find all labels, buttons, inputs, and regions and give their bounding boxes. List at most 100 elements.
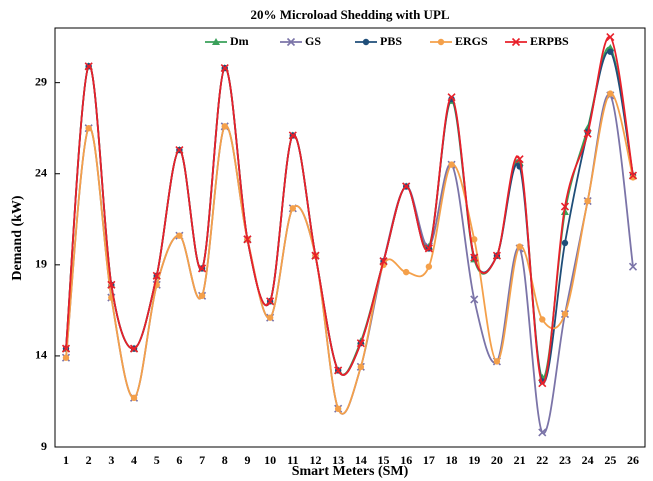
marker	[198, 264, 207, 273]
marker	[402, 182, 411, 191]
marker	[289, 205, 296, 212]
x-tick-label: 7	[199, 453, 205, 467]
marker	[539, 316, 546, 323]
marker	[538, 379, 547, 388]
marker	[584, 197, 591, 205]
marker	[130, 394, 138, 402]
x-tick-label: 20	[491, 453, 503, 467]
x-tick-label: 10	[264, 453, 276, 467]
marker	[437, 38, 445, 46]
marker	[85, 124, 92, 132]
marker	[107, 280, 116, 289]
marker	[493, 358, 501, 365]
x-tick-label: 19	[468, 453, 480, 467]
marker	[334, 405, 342, 412]
x-tick-label: 22	[536, 453, 548, 467]
marker	[629, 174, 637, 181]
series-line	[65, 50, 634, 384]
x-tick-label: 2	[86, 453, 92, 467]
marker	[357, 363, 365, 371]
x-tick-label: 1	[63, 453, 69, 467]
marker	[628, 262, 638, 271]
marker	[628, 171, 638, 180]
x-tick-label: 3	[108, 453, 114, 467]
x-tick-label: 13	[332, 453, 344, 467]
legend-label: PBS	[380, 34, 402, 48]
marker	[561, 239, 569, 247]
marker	[492, 251, 501, 260]
marker	[62, 354, 70, 361]
marker	[470, 253, 479, 262]
x-tick-label: 11	[287, 453, 298, 467]
marker	[606, 33, 615, 42]
series-line	[65, 36, 634, 385]
x-tick-label: 12	[309, 453, 321, 467]
y-tick-label: 19	[35, 257, 47, 271]
marker	[334, 366, 343, 375]
marker	[129, 344, 139, 353]
marker	[362, 38, 370, 46]
marker	[61, 344, 71, 353]
marker	[243, 235, 252, 244]
x-tick-label: 21	[514, 453, 526, 467]
marker	[175, 145, 184, 155]
series-line	[65, 46, 634, 379]
marker	[212, 38, 220, 45]
legend-label: ERPBS	[530, 34, 569, 48]
marker	[515, 155, 524, 164]
marker	[288, 131, 297, 140]
marker	[356, 339, 365, 348]
legend-label: Dm	[230, 34, 249, 48]
x-tick-label: 25	[604, 453, 616, 467]
marker	[607, 90, 614, 97]
x-axis-label: Smart Meters (SM)	[292, 464, 409, 479]
x-tick-label: 14	[355, 453, 367, 467]
legend-label: GS	[305, 34, 321, 48]
marker	[583, 129, 592, 138]
marker	[470, 295, 479, 304]
y-axis-label: Demand (kW)	[10, 195, 25, 281]
marker	[447, 93, 456, 102]
x-tick-label: 15	[378, 453, 390, 467]
x-tick-label: 6	[176, 453, 182, 467]
x-tick-label: 23	[559, 453, 571, 467]
y-tick-label: 29	[35, 74, 47, 88]
series-line	[65, 93, 634, 435]
y-tick-label: 14	[35, 348, 47, 362]
plot-frame	[54, 27, 646, 448]
marker	[607, 48, 614, 55]
marker	[538, 428, 547, 437]
marker	[266, 297, 275, 306]
marker	[286, 37, 296, 47]
legend-label: ERGS	[455, 34, 488, 48]
x-tick-label: 8	[222, 453, 228, 467]
chart-title: 20% Microload Shedding with UPL	[250, 7, 449, 22]
x-tick-label: 24	[582, 453, 594, 467]
x-tick-label: 16	[400, 453, 412, 467]
marker	[221, 123, 228, 130]
x-tick-label: 5	[154, 453, 160, 467]
y-tick-label: 9	[41, 439, 47, 453]
x-tick-label: 9	[244, 453, 250, 467]
marker	[471, 236, 478, 243]
marker	[379, 257, 388, 266]
x-tick-label: 26	[627, 453, 639, 467]
marker	[152, 271, 161, 280]
marker	[560, 202, 570, 211]
y-tick-label: 24	[35, 165, 47, 179]
marker	[561, 310, 569, 318]
marker	[220, 64, 229, 73]
marker	[425, 263, 433, 270]
marker	[424, 244, 433, 253]
marker	[516, 243, 523, 250]
marker	[511, 37, 521, 47]
marker	[448, 161, 455, 168]
x-tick-label: 4	[131, 453, 137, 467]
marker	[403, 268, 410, 276]
marker	[311, 251, 320, 260]
marker	[84, 62, 93, 71]
marker	[266, 314, 274, 321]
x-tick-label: 18	[446, 453, 458, 467]
marker	[198, 292, 206, 299]
